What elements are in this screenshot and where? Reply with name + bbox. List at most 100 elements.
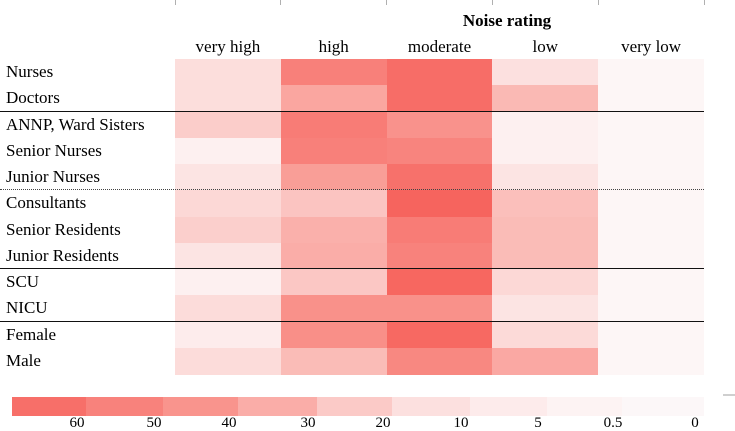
- top-tick: [174, 0, 176, 5]
- colorbar-tick-label: 0: [691, 415, 699, 431]
- heatmap-cell: [492, 321, 599, 349]
- heatmap-cell: [598, 85, 705, 112]
- row-label: Female: [6, 324, 57, 344]
- top-tick: [280, 0, 282, 5]
- separator-line: [0, 189, 704, 191]
- heatmap-cell: [386, 85, 493, 112]
- row-label: Consultants: [6, 193, 87, 213]
- heatmap-cell: [492, 59, 599, 86]
- heatmap-cell: [175, 85, 282, 112]
- heatmap-cell: [598, 111, 705, 139]
- colorbar-segment: [238, 397, 317, 416]
- heatmap-cell: [598, 321, 705, 349]
- heatmap-cell: [175, 59, 282, 86]
- heatmap-cell: [492, 111, 599, 139]
- row-label: Junior Residents: [6, 245, 119, 265]
- heatmap-cell: [598, 59, 705, 86]
- top-tick: [386, 0, 388, 5]
- heatmap-cell: [175, 190, 282, 217]
- top-tick: [491, 0, 493, 5]
- heatmap-cell: [386, 347, 493, 375]
- row-label: Nurses: [6, 62, 54, 81]
- heatmap-cell: [175, 295, 282, 322]
- heatmap-cell: [280, 164, 388, 191]
- heatmap-cell: [492, 85, 599, 112]
- heatmap-cell: [175, 269, 282, 296]
- heatmap-cell: [175, 242, 282, 270]
- heatmap-cell: [386, 295, 493, 322]
- row-label: Male: [6, 350, 41, 370]
- heatmap-cell: [492, 190, 599, 217]
- row-label: Senior Residents: [6, 219, 121, 239]
- heatmap-cell: [492, 216, 599, 244]
- separator-line: [0, 320, 704, 322]
- colorbar-tick-label: 10: [453, 415, 469, 431]
- heatmap-cell: [175, 111, 282, 139]
- heatmap-cell: [175, 216, 282, 244]
- heatmap-cell: [386, 216, 493, 244]
- row-label: Doctors: [6, 88, 60, 108]
- heatmap-cell: [386, 269, 493, 296]
- heatmap-cell: [280, 295, 388, 322]
- heatmap-cell: [175, 347, 282, 375]
- heatmap-cell: [175, 137, 282, 165]
- heatmap-cell: [492, 295, 599, 322]
- heatmap-cell: [492, 347, 599, 375]
- top-tick: [703, 0, 705, 5]
- heatmap-cell: [386, 242, 493, 270]
- colorbar-segment: [547, 397, 622, 416]
- heatmap-cell: [386, 321, 493, 349]
- colorbar-segment: [317, 397, 392, 416]
- colorbar-tick-label: 60: [69, 415, 85, 431]
- heatmap-cell: [598, 295, 705, 322]
- heatmap-cell: [280, 216, 388, 244]
- colorbar-segment: [86, 397, 163, 416]
- colorbar-tick-label: 30: [300, 415, 316, 431]
- colorbar-tick-label: 5: [534, 415, 542, 431]
- heatmap-cell: [598, 216, 705, 244]
- chart-title: Noise rating: [462, 11, 552, 30]
- colorbar-tick-label: 50: [146, 415, 162, 431]
- colorbar-tick-label: 40: [221, 415, 237, 431]
- row-label: SCU: [6, 272, 40, 291]
- row-label: NICU: [6, 298, 48, 318]
- heatmap-cell: [598, 269, 705, 296]
- heatmap-cell: [598, 242, 705, 270]
- heatmap-cell: [492, 269, 599, 296]
- column-header: low: [532, 37, 559, 56]
- colorbar-tick-label: 20: [375, 415, 391, 431]
- heatmap-cell: [598, 347, 705, 375]
- stray-tick-mark: [723, 394, 735, 396]
- colorbar-tick-label: 0.5: [603, 415, 623, 431]
- heatmap-cell: [492, 242, 599, 270]
- heatmap-cell: [280, 242, 388, 270]
- heatmap-cell: [598, 190, 705, 217]
- colorbar-segment: [392, 397, 470, 416]
- colorbar-segment: [163, 397, 238, 416]
- heatmap-cell: [280, 190, 388, 217]
- heatmap-cell: [386, 190, 493, 217]
- heatmap-cell: [386, 59, 493, 86]
- column-header: moderate: [407, 37, 472, 56]
- separator-line: [0, 110, 704, 112]
- heatmap-cell: [175, 164, 282, 191]
- heatmap-cell: [598, 164, 705, 191]
- heatmap-cell: [280, 111, 388, 139]
- heatmap-cell: [280, 347, 388, 375]
- colorbar-segment: [470, 397, 547, 416]
- column-header: very low: [621, 37, 682, 56]
- heatmap-cell: [386, 111, 493, 139]
- separator-line: [0, 268, 704, 269]
- heatmap-cell: [386, 137, 493, 165]
- column-header: high: [318, 37, 349, 56]
- colorbar-segment: [622, 397, 704, 416]
- heatmap-cell: [598, 137, 705, 165]
- heatmap-cell: [280, 321, 388, 349]
- top-tick: [597, 0, 599, 5]
- heatmap-cell: [386, 164, 493, 191]
- heatmap-cell: [280, 137, 388, 165]
- row-label: Junior Nurses: [6, 167, 100, 186]
- row-label: ANNP, Ward Sisters: [6, 114, 145, 134]
- heatmap-cell: [280, 59, 388, 86]
